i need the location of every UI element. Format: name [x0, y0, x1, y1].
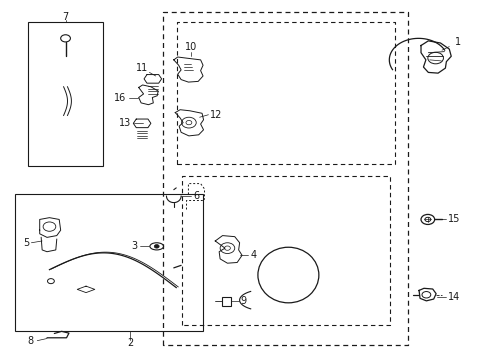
Text: 5: 5 [22, 238, 29, 248]
Text: 4: 4 [250, 250, 256, 260]
Text: 15: 15 [447, 215, 460, 224]
Text: 10: 10 [184, 42, 197, 52]
Text: 13: 13 [119, 118, 131, 128]
Text: 7: 7 [62, 12, 68, 22]
Text: 16: 16 [114, 93, 126, 103]
Text: 9: 9 [240, 296, 246, 306]
Text: 14: 14 [447, 292, 460, 302]
Circle shape [154, 244, 159, 248]
Text: 6: 6 [193, 191, 199, 201]
Bar [222, 297, 230, 306]
Text: 11: 11 [136, 63, 148, 73]
Text: 3: 3 [131, 241, 137, 251]
Text: 8: 8 [28, 336, 34, 346]
Text: 2: 2 [126, 338, 133, 348]
Text: 1: 1 [454, 37, 460, 47]
Text: 12: 12 [210, 110, 223, 120]
Bar [15, 194, 203, 330]
Bar [27, 22, 103, 166]
